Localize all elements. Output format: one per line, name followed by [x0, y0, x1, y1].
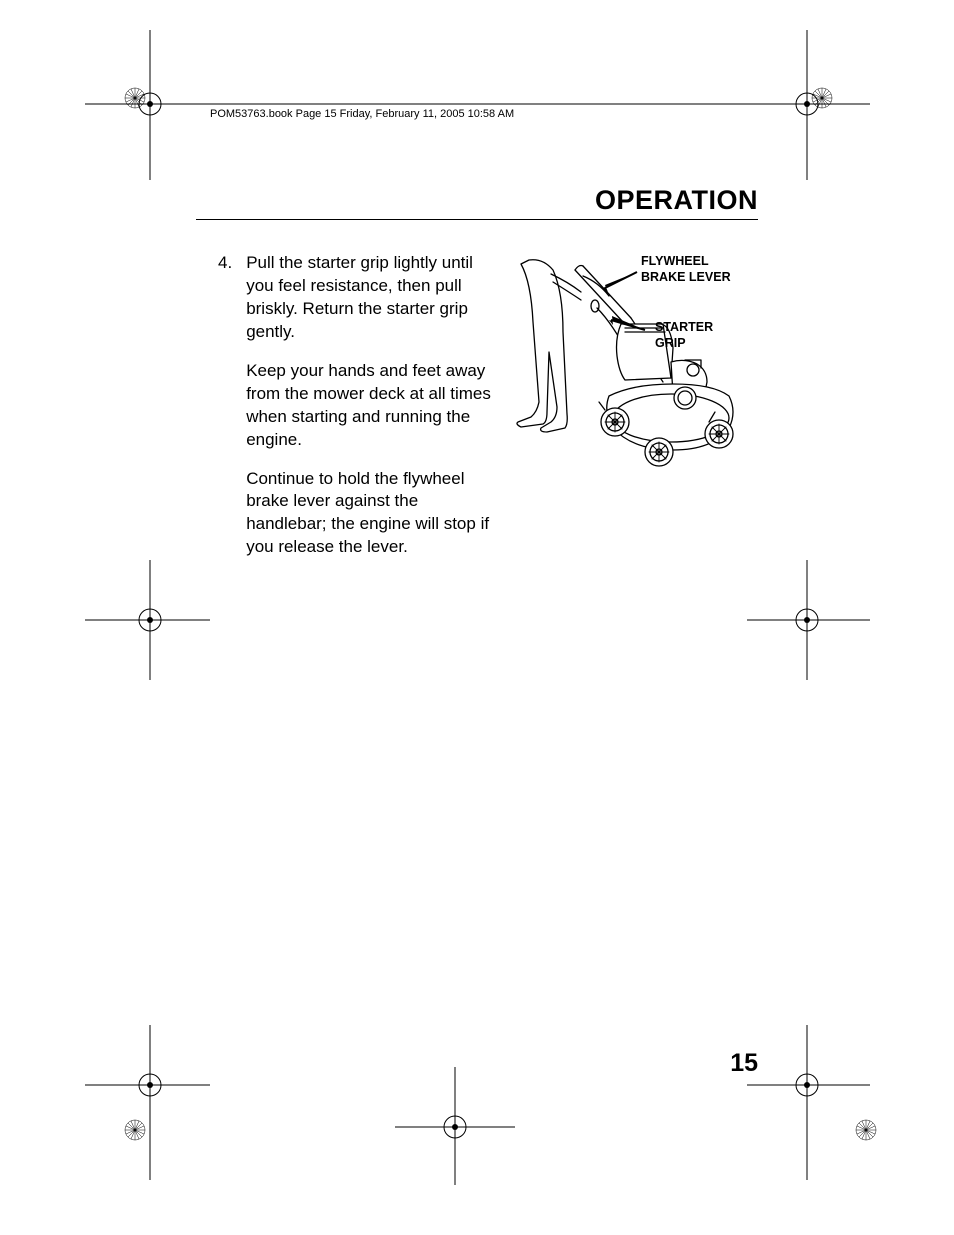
page-content: OPERATION 4. Pull the starter grip light…	[196, 104, 758, 1084]
page-number: 15	[730, 1049, 758, 1078]
header-rule	[196, 219, 758, 220]
figure: FLYWHEELBRAKE LEVER STARTERGRIP	[513, 252, 758, 575]
label-starter-grip: STARTERGRIP	[655, 320, 713, 351]
label-flywheel-brake-lever: FLYWHEELBRAKE LEVER	[641, 254, 731, 285]
mower-illustration	[513, 252, 753, 492]
step-para-1: Pull the starter grip lightly until you …	[246, 252, 503, 344]
step-para-3: Continue to hold the flywheel brake leve…	[246, 468, 503, 560]
instruction-text: 4. Pull the starter grip lightly until y…	[218, 252, 503, 575]
step-number: 4.	[218, 252, 232, 575]
step-para-2: Keep your hands and feet away from the m…	[246, 360, 503, 452]
section-header: OPERATION	[595, 185, 758, 216]
